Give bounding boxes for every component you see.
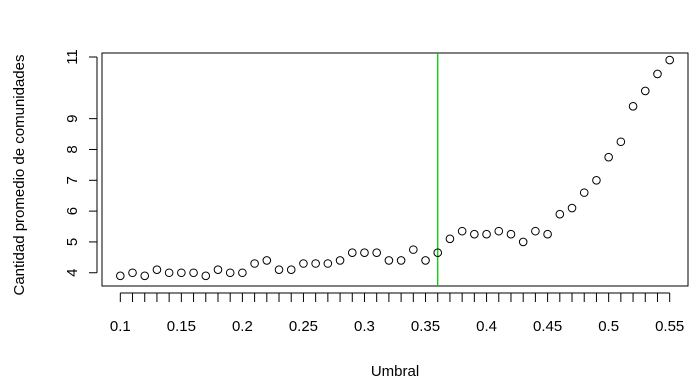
data-point [592,175,601,185]
data-point [628,102,638,111]
x-tick-label: 0.2 [232,318,253,335]
data-point [384,256,394,265]
x-tick-label: 0.5 [598,318,619,335]
y-tick-label: 7 [64,176,81,184]
x-tick-label: 0.4 [476,318,497,335]
data-point [616,137,626,147]
data-point [335,256,345,265]
x-axis-title: Umbral [371,363,419,380]
data-point [238,268,247,278]
data-point [177,268,186,278]
x-tick-label: 0.55 [655,318,684,335]
data-point [457,226,467,236]
data-point [213,265,223,274]
data-point [360,248,369,258]
data-point [555,209,565,219]
data-point [311,259,320,268]
data-point [323,259,333,268]
data-point [604,152,613,162]
data-point [189,268,198,278]
data-point [579,188,589,197]
data-point [372,248,381,258]
x-tick-label: 0.45 [533,318,562,335]
data-point [567,203,577,213]
data-point [262,256,272,265]
data-point [543,229,552,239]
x-tick-label: 0.25 [289,318,318,335]
data-point [409,245,418,254]
data-point [653,69,662,79]
data-point [531,226,540,236]
data-point [299,259,308,268]
data-point [128,268,137,278]
data-point [482,229,491,239]
y-tick-label: 8 [64,145,81,153]
plot-frame [101,52,689,287]
data-point [421,256,430,265]
y-tick-label: 6 [64,207,81,215]
y-axis-title: Cantidad promedio de comunidades [11,55,28,296]
x-axis: 0.1 0.15 0.2 0.25 0.3 0.35 0.4 0.45 0.5 0.55 [110,292,684,335]
data-point [286,265,296,274]
data-points [116,55,674,281]
data-point [250,259,259,268]
y-tick-label: 11 [64,49,81,65]
data-point [433,248,443,258]
x-tick-label: 0.15 [167,318,196,335]
data-point [665,55,674,65]
plot-box [101,52,689,287]
data-point [470,229,479,239]
data-point [506,229,516,239]
x-tick-label: 0.1 [110,318,131,335]
data-point [518,237,528,247]
data-point [116,271,125,281]
data-point [640,86,650,96]
data-point [347,248,357,258]
data-point [140,271,150,281]
data-point [225,268,235,278]
data-point [274,265,284,274]
data-point [396,256,406,265]
data-point [494,226,504,236]
x-tick-label: 0.35 [411,318,440,335]
data-point [152,265,162,274]
y-tick-label: 4 [64,269,81,277]
y-axis: 4 5 6 7 8 9 11 [64,49,98,277]
y-tick-label: 9 [64,114,81,122]
data-point [201,271,211,281]
data-point [164,268,174,278]
x-tick-label: 0.3 [354,318,375,335]
data-point [445,234,455,244]
y-tick-label: 5 [64,238,81,246]
